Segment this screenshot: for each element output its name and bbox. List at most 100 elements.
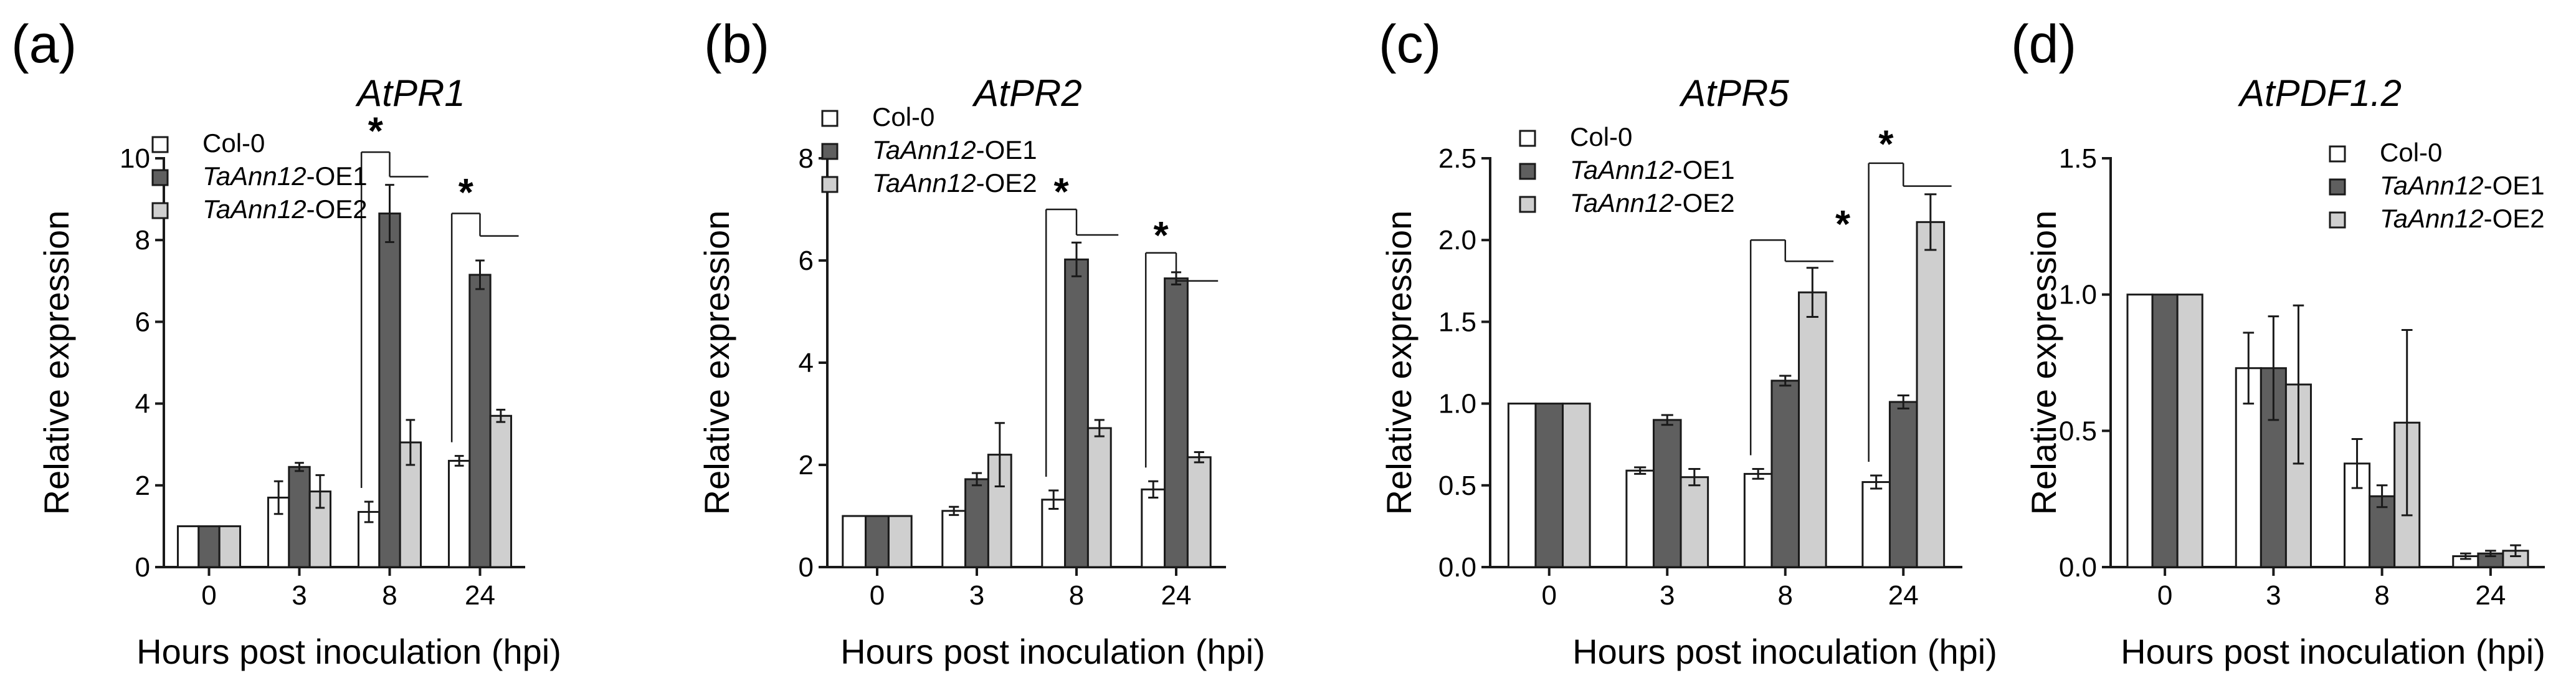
bar-taann12-oe2-24hpi: [1186, 456, 1212, 568]
legend-label: TaAnn12-OE1: [872, 135, 1037, 165]
bar-taann12-oe2-8hpi: [1086, 427, 1112, 568]
legend-label-text: -OE1: [307, 161, 368, 191]
bar-taann12-oe2-0hpi: [1562, 403, 1591, 568]
x-tick-label: 24: [1888, 580, 1919, 611]
x-axis-label: Hours post inoculation (hpi): [1572, 632, 1997, 671]
y-tick-label: 1.5: [1438, 307, 1476, 337]
legend-label-text: Col-0: [202, 128, 265, 158]
legend-label-italic: TaAnn12: [1570, 155, 1674, 184]
legend-label: TaAnn12-OE2: [202, 194, 368, 224]
legend-label-text: -OE2: [1674, 188, 1735, 217]
significance-star: *: [368, 110, 384, 153]
legend-label: Col-0: [872, 102, 934, 131]
bar-taann12-oe2-8hpi: [1798, 291, 1827, 568]
y-tick-label: 0.0: [2059, 552, 2097, 583]
bar-taann12-oe1-24hpi: [1888, 401, 1918, 568]
legend-swatch: [1519, 130, 1536, 147]
bar-taann12-oe1-3hpi: [288, 466, 311, 568]
x-tick-label: 8: [1069, 580, 1084, 611]
y-tick-label: 2: [799, 450, 814, 480]
panel-letter: (b): [704, 14, 769, 74]
y-tick-label: 2: [135, 471, 150, 501]
x-tick-label: 3: [2266, 580, 2281, 611]
panel-letter: (c): [1379, 14, 1441, 74]
legend-label-italic: TaAnn12: [202, 194, 307, 224]
legend-label-text: -OE1: [976, 135, 1037, 165]
panel-letter: (d): [2011, 14, 2076, 74]
y-tick-label: 2.5: [1438, 143, 1476, 174]
y-tick-label: 4: [135, 389, 150, 419]
x-axis-label: Hours post inoculation (hpi): [2121, 632, 2545, 671]
legend-label-text: Col-0: [1570, 122, 1632, 151]
bar-taann12-oe1-3hpi: [1652, 419, 1682, 568]
legend-swatch: [821, 176, 839, 193]
y-tick-label: 1.0: [2059, 280, 2097, 310]
x-tick-label: 3: [969, 580, 984, 611]
bar-col-0-24hpi: [447, 459, 471, 568]
legend-swatch: [2329, 145, 2346, 163]
y-tick-label: 2.0: [1438, 225, 1476, 256]
bar-taann12-oe2-0hpi: [887, 515, 913, 568]
bar-col-0-3hpi: [1625, 469, 1655, 568]
chart-title: AtPR1: [355, 72, 465, 114]
chart-title: AtPR2: [972, 72, 1081, 114]
legend-label: Col-0: [202, 128, 265, 158]
legend-label-text: Col-0: [872, 102, 934, 131]
legend-label-italic: TaAnn12: [872, 135, 976, 165]
y-tick-label: 0.5: [1438, 471, 1476, 501]
legend-swatch: [1519, 163, 1536, 180]
bar-taann12-oe1-8hpi: [1064, 258, 1089, 568]
legend-swatch: [2329, 178, 2346, 196]
bar-col-0-0hpi: [2126, 294, 2154, 568]
legend-swatch: [821, 143, 839, 160]
legend-swatch: [151, 169, 169, 186]
bar-taann12-oe2-0hpi: [218, 525, 242, 568]
legend-swatch: [151, 202, 169, 219]
bar-taann12-oe1-24hpi: [1164, 277, 1189, 568]
x-tick-label: 24: [465, 580, 495, 611]
bar-taann12-oe1-8hpi: [378, 213, 401, 568]
legend-swatch: [151, 136, 169, 153]
y-tick-label: 8: [135, 225, 150, 256]
x-tick-label: 0: [870, 580, 885, 611]
bar-taann12-oe2-24hpi: [1916, 221, 1946, 568]
bar-col-0-0hpi: [176, 525, 200, 568]
legend-label: TaAnn12-OE2: [2380, 204, 2545, 233]
bar-taann12-oe2-24hpi: [489, 414, 513, 568]
legend-label-italic: TaAnn12: [2380, 171, 2484, 200]
legend-label-italic: TaAnn12: [202, 161, 307, 191]
bar-taann12-oe1-3hpi: [964, 478, 989, 568]
x-tick-label: 24: [2475, 580, 2506, 611]
x-axis-label: Hours post inoculation (hpi): [136, 632, 561, 671]
significance-star: *: [1878, 123, 1894, 166]
bar-col-0-24hpi: [1141, 488, 1166, 568]
bar-col-0-8hpi: [1743, 472, 1773, 568]
chart-panel-d: (d) AtPDF1.2 0.0 0.5 1.0 1.5 0 3 8 24 Hours post i…: [2011, 14, 2545, 671]
legend-label-text: -OE2: [976, 168, 1037, 198]
bar-taann12-oe1-24hpi: [468, 274, 492, 568]
y-tick-label: 1.0: [1438, 389, 1476, 419]
legend-swatch: [1519, 196, 1536, 213]
legend-label-italic: TaAnn12: [1570, 188, 1674, 217]
x-tick-label: 3: [292, 580, 307, 611]
legend-label: TaAnn12-OE1: [2380, 171, 2545, 200]
bar-col-0-0hpi: [1507, 403, 1537, 568]
legend-label-italic: TaAnn12: [2380, 204, 2484, 233]
y-tick-label: 10: [120, 143, 150, 174]
x-tick-label: 3: [1660, 580, 1675, 611]
chart-panel-c: (c) AtPR5 0.0 0.5 1.0 1.5 2.0 2.5 0 3 8 24 Hours pos…: [1379, 14, 1997, 671]
chart-title: AtPDF1.2: [2238, 72, 2402, 114]
bar-col-0-24hpi: [1861, 481, 1891, 568]
y-tick-label: 8: [799, 143, 814, 174]
bar-taann12-oe1-0hpi: [865, 515, 890, 568]
y-tick-label: 1.5: [2059, 143, 2097, 174]
x-tick-label: 0: [1542, 580, 1557, 611]
legend-label: TaAnn12-OE2: [1570, 188, 1735, 217]
legend-label: TaAnn12-OE1: [1570, 155, 1735, 184]
x-tick-label: 0: [2157, 580, 2172, 611]
significance-star: *: [1154, 214, 1169, 257]
